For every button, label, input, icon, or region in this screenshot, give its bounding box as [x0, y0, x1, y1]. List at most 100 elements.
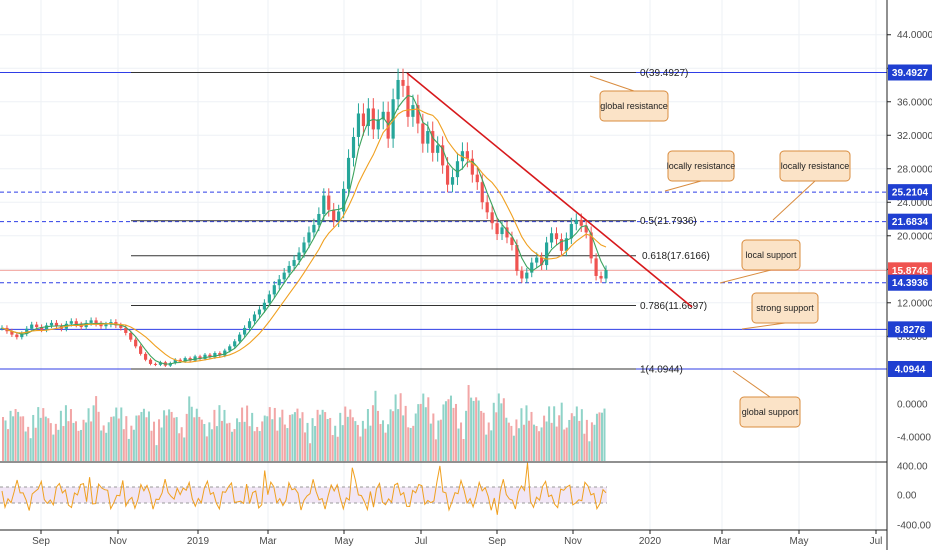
- volume-bar: [105, 432, 108, 461]
- volume-bar: [311, 418, 314, 461]
- volume-bar: [573, 416, 576, 461]
- volume-bar: [193, 417, 196, 461]
- volume-bar: [165, 415, 168, 461]
- volume-bar: [487, 422, 490, 461]
- volume-bar: [467, 385, 470, 461]
- volume-bar: [203, 424, 206, 461]
- volume-bar: [356, 424, 359, 461]
- candle-body: [337, 211, 341, 221]
- candle-body: [579, 219, 583, 226]
- price-tag-box: [888, 64, 932, 81]
- time-tick-label: Jul: [415, 536, 428, 547]
- price-tag-box: [888, 274, 932, 291]
- candle-body: [203, 354, 207, 359]
- callout-box: [599, 90, 669, 122]
- price-axis-tag: 15.8746: [888, 262, 932, 279]
- volume-bar: [495, 412, 498, 461]
- volume-bar: [298, 418, 301, 461]
- volume-bar: [535, 426, 538, 461]
- price-tick-label: 20.0000: [897, 231, 932, 242]
- volume-bar: [548, 406, 551, 461]
- candle-body: [416, 105, 420, 124]
- time-tick-label: Jul: [870, 536, 883, 547]
- price-axis-tag: 4.0944: [888, 361, 932, 377]
- candle-body: [559, 239, 564, 251]
- candle-body: [569, 224, 573, 239]
- volume-bar: [54, 423, 57, 461]
- volume-bar: [316, 409, 319, 461]
- annotation-notes: global resistance locally resistance local…: [589, 75, 851, 428]
- volume-bar: [414, 413, 417, 461]
- volume-bar: [67, 421, 70, 461]
- candle-body: [153, 363, 158, 365]
- volume-bar: [470, 397, 473, 461]
- volume-bar: [19, 416, 22, 461]
- volume-bar: [336, 436, 339, 461]
- volume-bar: [449, 395, 452, 461]
- price-axis-tag: 14.3936: [888, 274, 932, 291]
- volume-bar: [527, 420, 530, 461]
- candle-body: [312, 224, 316, 233]
- volume-bar: [160, 427, 163, 461]
- candle-body: [431, 131, 435, 153]
- volume-bar: [480, 410, 483, 461]
- price-tag-text: 4.0944: [895, 365, 926, 376]
- volume-bar: [439, 419, 442, 461]
- candle-body: [485, 202, 489, 213]
- volume-bar: [341, 425, 344, 461]
- volume-bar: [379, 424, 382, 461]
- volume-bar: [223, 409, 226, 461]
- candle-body: [510, 237, 514, 245]
- volume-bar: [145, 417, 148, 461]
- annotation-callout: global support: [732, 370, 801, 428]
- candle-body: [15, 334, 19, 338]
- volume-bar: [585, 419, 588, 461]
- volume-bar: [462, 439, 465, 461]
- volume-bar: [402, 415, 405, 461]
- volume-bar: [394, 394, 397, 461]
- volume-bar: [163, 410, 166, 461]
- candle-body: [356, 113, 361, 137]
- volume-bar: [69, 409, 72, 461]
- volume-bar: [387, 424, 390, 461]
- volume-bar: [593, 424, 596, 461]
- volume-bar: [371, 405, 374, 461]
- volume-panel: [0, 385, 887, 463]
- volume-bar: [432, 413, 435, 461]
- volume-bar: [127, 438, 130, 461]
- osc-tick-label: -400.00: [897, 521, 931, 532]
- ma-fast-line: [1, 94, 607, 365]
- candle-body: [401, 79, 405, 86]
- volume-bar: [364, 428, 367, 461]
- volume-bar: [590, 422, 593, 461]
- candle-body: [228, 346, 232, 351]
- volume-bar: [595, 413, 598, 461]
- candle-body: [540, 257, 544, 266]
- volume-bar: [80, 429, 83, 461]
- callout-box: [751, 292, 819, 324]
- callout-text: locally resistance: [781, 161, 850, 171]
- candle-body: [599, 275, 603, 279]
- annotation-callout: local support: [719, 239, 801, 284]
- volume-bar: [228, 422, 231, 461]
- volume-bar: [580, 409, 583, 461]
- volume-bar: [22, 416, 25, 461]
- volume-bar: [72, 422, 75, 461]
- callout-text: strong support: [756, 303, 814, 313]
- candle-body: [183, 358, 187, 362]
- volume-bar: [248, 426, 251, 461]
- volume-bar: [135, 415, 138, 461]
- volume-bar: [354, 421, 357, 461]
- time-tick-label: May: [335, 536, 354, 547]
- candle-body: [49, 322, 54, 326]
- callout-pointer: [741, 322, 786, 330]
- volume-bar: [538, 431, 541, 461]
- candle-body: [213, 353, 217, 358]
- candle-body: [223, 350, 227, 356]
- candle-body: [99, 323, 103, 327]
- volume-bar: [407, 427, 410, 461]
- volume-bar: [64, 405, 67, 461]
- price-tag-text: 39.4927: [892, 68, 929, 79]
- candle-body: [436, 145, 440, 153]
